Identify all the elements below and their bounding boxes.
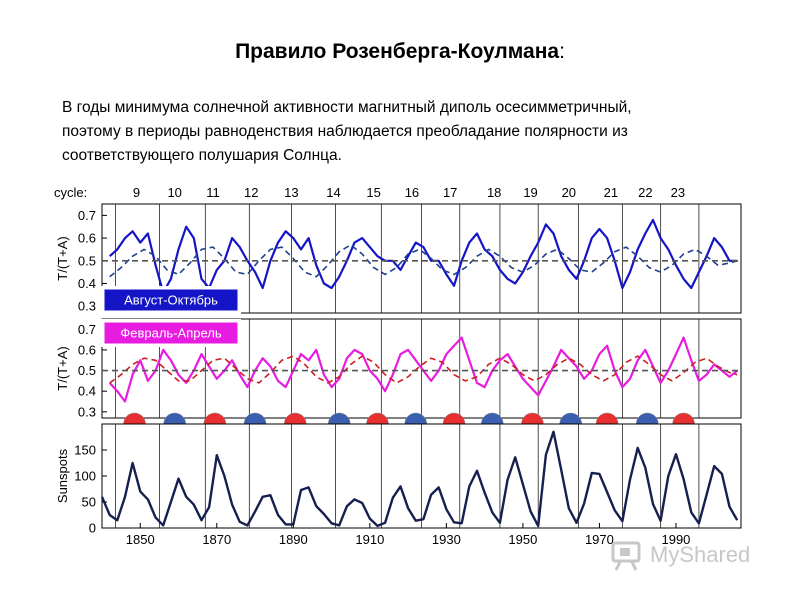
- y-axis-label: T/(T+A): [55, 346, 70, 390]
- x-tick-label: 1910: [355, 532, 384, 547]
- marker-top-half: [636, 413, 659, 424]
- description-line-2: поэтому в периоды равноденствия наблюдае…: [62, 123, 628, 140]
- y-tick-label: 0.3: [78, 299, 96, 314]
- marker-top-half: [328, 413, 351, 424]
- x-tick-label: 1970: [585, 532, 614, 547]
- cycle-number: 21: [604, 185, 618, 200]
- marker-top-half: [203, 413, 226, 424]
- series-line-solid-0: [100, 430, 739, 528]
- cycle-number: 14: [326, 185, 340, 200]
- panel-middle: 0.3 0.4 0.5 0.6 0.7 T/(T+A) Февраль-Апрель: [55, 318, 742, 419]
- slide-title: Правило Розенберга-Коулмана:: [0, 40, 800, 64]
- title-text: Правило Розенберга-Коулмана: [235, 40, 560, 63]
- y-axis-label: Sunspots: [55, 448, 70, 503]
- marker-top-half: [366, 413, 389, 424]
- y-tick-label: 50: [82, 495, 96, 510]
- marker-top-half: [443, 413, 466, 424]
- cycle-number: 17: [443, 185, 457, 200]
- y-tick-label: 0.6: [78, 231, 96, 246]
- x-tick-label: 1950: [508, 532, 537, 547]
- description-line-3: соответствующего полушария Солнца.: [62, 147, 342, 164]
- legend-label: Февраль-Апрель: [120, 326, 221, 341]
- y-tick-label: 0.3: [78, 404, 96, 419]
- y-tick-label: 0.5: [78, 363, 96, 378]
- slide-description: В годы минимума солнечной активности маг…: [62, 96, 762, 168]
- x-tick-label: 1850: [126, 532, 155, 547]
- marker-top-half: [123, 413, 146, 424]
- marker-top-half: [163, 413, 186, 424]
- y-tick-label: 0.5: [78, 253, 96, 268]
- cycle-number: 13: [284, 185, 298, 200]
- y-tick-label: 0.6: [78, 342, 96, 357]
- cycle-number: 19: [523, 185, 537, 200]
- marker-top-half: [284, 413, 307, 424]
- cycle-number: 10: [167, 185, 181, 200]
- x-tick-label: 1930: [432, 532, 461, 547]
- watermark: MyShared: [610, 536, 770, 576]
- title-colon: :: [559, 40, 565, 63]
- panel-bottom: 0 50 100 150 Sunspots 1850 1870 1890 1910 1930 195…: [55, 423, 742, 547]
- cycle-number: 20: [562, 185, 576, 200]
- cycle-number: 12: [244, 185, 258, 200]
- legend-box: Февраль-Апрель: [101, 319, 241, 347]
- watermark-text: MyShared: [650, 542, 751, 567]
- y-tick-label: 150: [74, 443, 96, 458]
- y-tick-label: 0.4: [78, 384, 96, 399]
- y-axis-label: T/(T+A): [55, 236, 70, 280]
- series-line-dashed-1: [109, 244, 738, 278]
- panel-top: 0.3 0.4 0.5 0.6 0.7 T/(T+A) Август-Октябрь cycl…: [54, 185, 742, 314]
- cycle-number: 15: [366, 185, 380, 200]
- legend-box: Август-Октябрь: [101, 286, 241, 314]
- cycle-number: 11: [206, 185, 220, 200]
- y-tick-label: 100: [74, 469, 96, 484]
- series-line-dashed-1: [109, 355, 738, 384]
- legend-swatch: [103, 321, 239, 345]
- legend-label: Август-Октябрь: [124, 293, 218, 308]
- cycle-label: cycle:: [54, 185, 87, 200]
- legend-swatch: [103, 288, 239, 312]
- description-line-1: В годы минимума солнечной активности маг…: [62, 99, 632, 116]
- marker-top-half: [404, 413, 427, 424]
- marker-top-half: [596, 413, 619, 424]
- projector-icon: [611, 541, 641, 571]
- marker-top-half: [481, 413, 504, 424]
- y-tick-label: 0.4: [78, 276, 96, 291]
- marker-top-half: [672, 413, 695, 424]
- cycle-number: 18: [487, 185, 501, 200]
- y-tick-label: 0.7: [78, 322, 96, 337]
- cycle-number: 22: [638, 185, 652, 200]
- marker-top-half: [244, 413, 267, 424]
- marker-top-half: [521, 413, 544, 424]
- series-line-solid-0: [108, 218, 738, 294]
- x-tick-label: 1990: [661, 532, 690, 547]
- x-tick-label: 1870: [202, 532, 231, 547]
- y-tick-label: 0: [89, 521, 96, 536]
- x-tick-label: 1890: [279, 532, 308, 547]
- cycle-number: 16: [405, 185, 419, 200]
- cycle-number: 9: [133, 185, 140, 200]
- marker-top-half: [559, 413, 582, 424]
- y-tick-label: 0.7: [78, 208, 96, 223]
- cycle-number: 23: [671, 185, 685, 200]
